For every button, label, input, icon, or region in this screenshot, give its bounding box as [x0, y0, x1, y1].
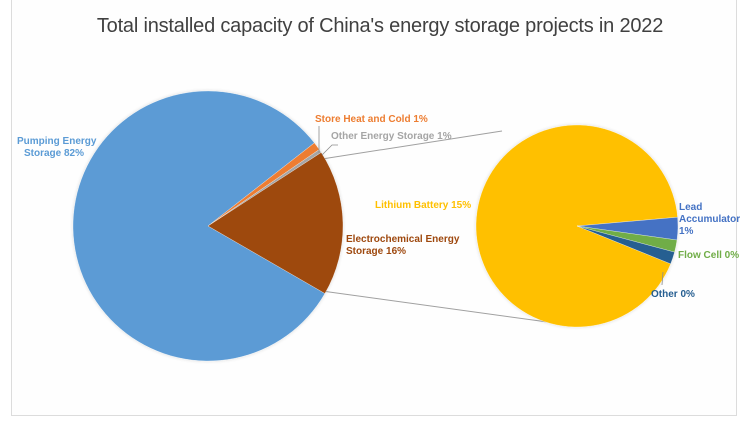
label-flow-cell: Flow Cell 0% — [678, 250, 740, 261]
leader-line-other-energy — [321, 144, 338, 156]
secondary-pie — [475, 124, 679, 328]
label-lithium: Lithium Battery 15% — [375, 200, 472, 211]
label-lead: Lead Accumulator 1% — [679, 202, 741, 237]
chart-title: Total installed capacity of China's ener… — [96, 15, 664, 37]
leader-line-other-small — [661, 271, 664, 286]
label-pumping: Pumping Energy Storage 82% — [17, 136, 97, 159]
connector-line-bottom — [321, 290, 563, 325]
slice-lithium — [475, 124, 678, 328]
label-other-energy: Other Energy Storage 1% — [331, 131, 452, 142]
label-other-small: Other 0% — [651, 289, 695, 300]
slice-electrochemical — [207, 152, 344, 294]
slice-pumping — [72, 90, 326, 362]
slice-other-small — [576, 225, 675, 265]
label-store-heat: Store Heat and Cold 1% — [315, 114, 428, 125]
connector-line-top — [321, 130, 503, 160]
main-pie — [72, 90, 344, 362]
label-electrochemical: Electrochemical Energy Storage 16% — [346, 234, 460, 257]
